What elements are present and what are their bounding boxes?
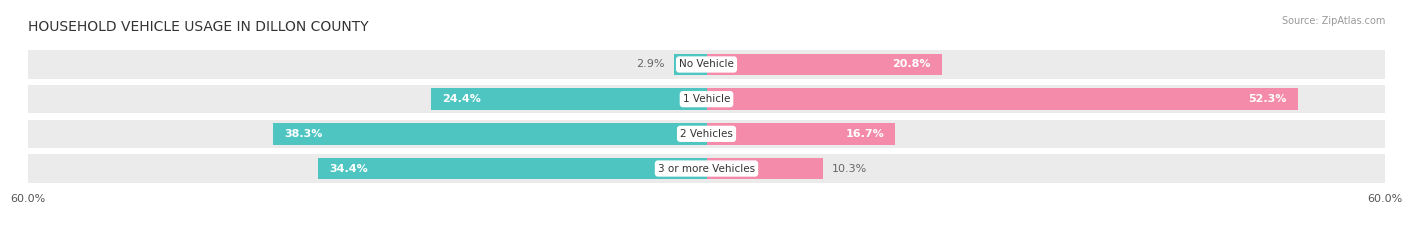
Bar: [318, 158, 707, 179]
Bar: [707, 123, 896, 145]
Text: HOUSEHOLD VEHICLE USAGE IN DILLON COUNTY: HOUSEHOLD VEHICLE USAGE IN DILLON COUNTY: [28, 20, 368, 34]
Bar: [707, 88, 1298, 110]
Bar: [430, 88, 707, 110]
Bar: [274, 123, 707, 145]
Bar: [28, 50, 1385, 79]
Text: 2.9%: 2.9%: [636, 59, 665, 69]
Text: No Vehicle: No Vehicle: [679, 59, 734, 69]
Text: 1 Vehicle: 1 Vehicle: [683, 94, 730, 104]
Bar: [707, 158, 823, 179]
Text: 2 Vehicles: 2 Vehicles: [681, 129, 733, 139]
Text: 34.4%: 34.4%: [329, 164, 367, 174]
Bar: [28, 85, 1385, 113]
Bar: [28, 154, 1385, 183]
Text: 38.3%: 38.3%: [285, 129, 323, 139]
Text: 20.8%: 20.8%: [891, 59, 931, 69]
Text: 16.7%: 16.7%: [845, 129, 884, 139]
Text: 10.3%: 10.3%: [832, 164, 868, 174]
Bar: [673, 54, 707, 75]
Text: 52.3%: 52.3%: [1249, 94, 1286, 104]
Text: Source: ZipAtlas.com: Source: ZipAtlas.com: [1281, 16, 1385, 26]
Bar: [707, 54, 942, 75]
Bar: [28, 120, 1385, 148]
Text: 24.4%: 24.4%: [441, 94, 481, 104]
Text: 3 or more Vehicles: 3 or more Vehicles: [658, 164, 755, 174]
